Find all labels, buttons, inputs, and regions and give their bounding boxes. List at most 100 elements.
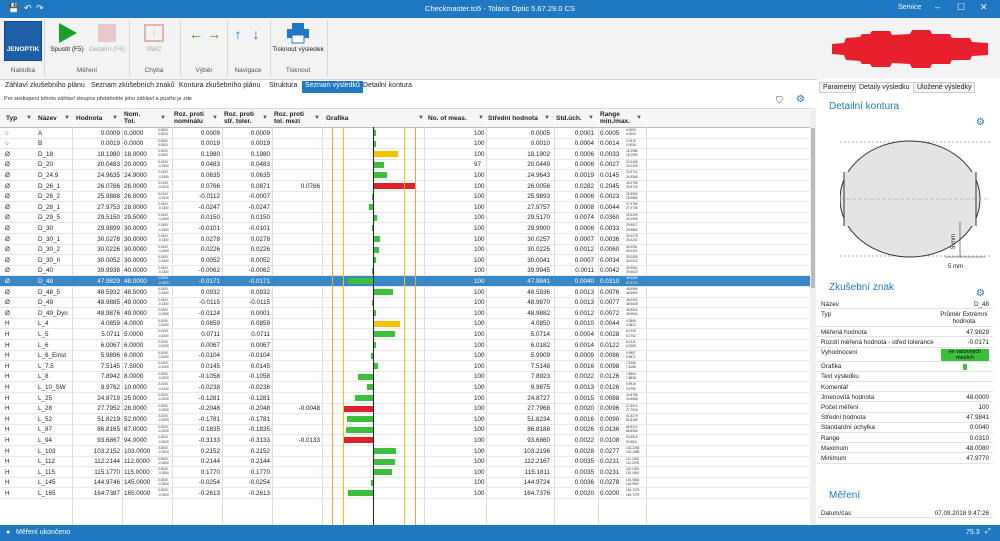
redo-icon[interactable]: ↷	[36, 3, 44, 13]
cell-hodnota: 48.9885	[97, 299, 120, 307]
table-row[interactable]: Ø D_18 18.1980 18.0000 0.2500 0.1500 0.1980 0.1…	[0, 149, 810, 160]
table-row[interactable]: Ø D_30 29.9899 30.0000 0.1500 -0.1500 -0.0101 -…	[0, 223, 810, 234]
col-nom[interactable]: Nom. Tol.	[124, 111, 141, 125]
table-row[interactable]: Ø D_48 47.9829 48.0000 0.0000 -0.0200 -0.0171 -…	[0, 276, 810, 287]
tab-ulozene-vysledky[interactable]: Uložené výsledky	[913, 82, 976, 93]
tab-parametry[interactable]: Parametry	[819, 82, 860, 93]
table-row[interactable]: Ø D_28_1 27.9753 28.0000 0.1500 -0.1500 -0.024…	[0, 202, 810, 213]
contour-gear-icon[interactable]: ⚙	[976, 117, 985, 128]
table-row[interactable]: H L_165 164.7387 165.0000 0.3000 -0.3000 -0.26…	[0, 488, 810, 499]
cell-roz-nominalu: -0.0171	[198, 277, 220, 285]
table-row[interactable]: H L_7.5 7.5145 7.5000 0.1000 -0.1000 0.0145 0.0…	[0, 361, 810, 372]
filter-icon[interactable]: ▼	[588, 115, 594, 121]
table-row[interactable]: Ø D_30_II 30.0052 30.0000 0.1500 -0.1500 0.005…	[0, 255, 810, 266]
table-row[interactable]: H L_52 51.8219 52.0000 0.2000 -0.2000 -0.1781 -…	[0, 414, 810, 425]
table-row[interactable]: H L_6_Einst 5.9896 6.0000 0.1000 -0.1000 -0.01…	[0, 351, 810, 362]
tab-struktura[interactable]: Struktura	[269, 82, 298, 89]
table-row[interactable]: Ø D_24.9 24.9635 24.9000 0.1500 -0.1500 0.0635…	[0, 170, 810, 181]
cell-nazev: L_25	[38, 394, 53, 402]
table-row[interactable]: H L_25 24.8719 25.0000 0.2000 -0.2000 -0.1281 -…	[0, 393, 810, 404]
filter-icon[interactable]: ▼	[636, 115, 642, 121]
tab-detaily-vysledku[interactable]: Detaily výsledku	[855, 82, 914, 93]
filter-icon[interactable]: ▼	[212, 115, 218, 121]
col-std[interactable]: Std.úch.	[556, 115, 582, 122]
filter-icon[interactable]: ▼	[262, 115, 268, 121]
table-row[interactable]: H L_115 115.1770 115.0000 0.3000 -0.3000 0.177…	[0, 467, 810, 478]
col-typ[interactable]: Typ	[6, 115, 18, 122]
filter-icon[interactable]: ▼	[64, 115, 70, 121]
col-nazev[interactable]: Název	[38, 115, 57, 122]
arrow-right-icon[interactable]: →	[207, 26, 221, 42]
start-button[interactable]: Spustit (F5)	[48, 22, 86, 53]
filter-icon[interactable]: ▼	[418, 115, 424, 121]
type-icon: Ø	[5, 277, 10, 285]
tab-detailni-kontura[interactable]: Detailní kontura	[363, 82, 413, 89]
filter-icon[interactable]: ▼	[314, 115, 320, 121]
table-row[interactable]: Ø D_26_2 25.9888 26.0000 0.0100 -0.0210 -0.011…	[0, 192, 810, 203]
cell-roz-stredu: -0.0171	[248, 277, 270, 285]
save-icon[interactable]: 💾	[8, 3, 20, 13]
feature-gear-icon[interactable]: ⚙	[976, 288, 985, 299]
print-button[interactable]: Tisknout výsledek	[272, 22, 324, 53]
cell-roz-stredu: 0.0150	[250, 214, 270, 222]
col-stredni[interactable]: Střední hodnota	[488, 115, 538, 122]
cell-roz-nominalu: 0.0150	[200, 214, 220, 222]
cell-roz-nominalu: 0.0278	[200, 235, 220, 243]
close-icon[interactable]: ✕	[980, 2, 988, 12]
table-row[interactable]: Ø D_49 48.9885 49.0000 0.1500 -0.1500 -0.0115 -…	[0, 298, 810, 309]
tab-seznam-znaku[interactable]: Seznam zkušebních znaků	[91, 82, 175, 89]
filter-icon[interactable]: ▼	[26, 115, 32, 121]
col-roz-mezi[interactable]: Roz. proti tol. mezí	[274, 111, 304, 125]
settings-gear-icon[interactable]: ⚙	[796, 94, 805, 105]
cell-roz-nominalu: -0.0062	[198, 267, 220, 275]
table-row[interactable]: Ø D_49_Dyn 48.9876 49.0000 0.0000 -0.0250 -0.0…	[0, 308, 810, 319]
table-row[interactable]: H L_103 103.2152 103.0000 0.3000 -0.3000 0.215…	[0, 446, 810, 457]
col-roz-nominalu[interactable]: Roz. proti nominálu	[174, 111, 204, 125]
table-row[interactable]: Ø D_26_1 26.0766 26.0000 0.0100 -0.0210 0.0766…	[0, 181, 810, 192]
arrow-down-icon[interactable]: ↓	[252, 26, 260, 42]
table-row[interactable]: Ø D_30_2 30.0226 30.0000 0.1500 -0.1500 0.0226…	[0, 245, 810, 256]
detail-button[interactable]: Detailní (F6)	[88, 22, 126, 53]
col-range[interactable]: Range min./max.	[600, 111, 630, 125]
table-row[interactable]: H L_87 86.8165 87.0000 0.2000 -0.2000 -0.1835 -…	[0, 425, 810, 436]
service-label[interactable]: Service	[898, 4, 922, 11]
filter-icon[interactable]: ▼	[160, 115, 166, 121]
table-row[interactable]: ○ A 0.0009 0.0000 0.0500 0.0000 0.0009 0.0009 10…	[0, 128, 810, 139]
table-row[interactable]: Ø D_29_5 29.5150 29.5000 0.1500 -0.1500 0.0150…	[0, 213, 810, 224]
jenoptik-logo[interactable]: JENOPTIK	[4, 21, 42, 61]
table-row[interactable]: H L_28 27.7952 28.0000 0.2000 -0.2000 -0.2048 -…	[0, 404, 810, 415]
table-row[interactable]: Ø D_48_5 48.5932 48.5000 0.1500 -0.1500 0.0932…	[0, 287, 810, 298]
arrow-left-icon[interactable]: ←	[189, 26, 203, 42]
tab-seznam-vysledku[interactable]: Seznam výsledků	[302, 81, 363, 93]
minimize-icon[interactable]: –	[935, 2, 941, 12]
table-row[interactable]: Ø D_40 39.9938 40.0000 0.1500 -0.1500 -0.0062 -…	[0, 266, 810, 277]
table-row[interactable]: H L_6 6.0067 6.0000 0.1000 -0.1000 0.0067 0.006…	[0, 340, 810, 351]
maximize-icon[interactable]: ☐	[957, 2, 966, 12]
cell-nazev: L_115	[38, 468, 56, 476]
filter-icon[interactable]: ▼	[544, 115, 550, 121]
table-row[interactable]: Ø D_30_1 30.0278 30.0000 0.1500 -0.1500 0.0278…	[0, 234, 810, 245]
table-row[interactable]: Ø D_20 20.0483 20.0000 0.1500 -0.1500 0.0483 0.…	[0, 160, 810, 171]
filter-icon[interactable]: ▼	[478, 115, 484, 121]
undo-icon[interactable]: ↶	[24, 3, 32, 13]
tab-zahlavi[interactable]: Záhlaví zkušebního plánu	[5, 82, 85, 89]
table-row[interactable]: ○ B 0.0019 0.0000 0.0500 0.0000 0.0019 0.0019 10…	[0, 139, 810, 150]
table-row[interactable]: H L_4 4.0859 4.0000 0.1000 -0.1000 0.0859 0.085…	[0, 319, 810, 330]
arrow-up-icon[interactable]: ↑	[234, 26, 242, 42]
table-row[interactable]: H L_5 5.0711 5.0000 0.1000 -0.1000 0.0711 0.071…	[0, 329, 810, 340]
table-row[interactable]: H L_10_SW 9.9762 10.0000 0.1000 -0.1000 -0.023…	[0, 382, 810, 393]
col-roz-stredu[interactable]: Roz. proti stř. toler.	[224, 111, 254, 125]
col-meas[interactable]: No. of meas.	[428, 115, 467, 122]
col-hodnota[interactable]: Hodnota	[76, 115, 103, 122]
table-row[interactable]: H L_94 93.6867 94.0000 0.3000 -0.3000 -0.3133 -…	[0, 435, 810, 446]
swc-button[interactable]: ! SWC	[134, 22, 174, 53]
table-row[interactable]: H L_145 144.9746 145.0000 0.3000 -0.3000 -0.02…	[0, 478, 810, 489]
tab-kontura[interactable]: Kontura zkušebního plánu	[179, 82, 261, 89]
table-row[interactable]: H L_112 112.2144 112.0000 0.3000 -0.3000 0.214…	[0, 457, 810, 468]
col-grafika[interactable]: Grafika	[326, 115, 349, 122]
filter-icon[interactable]: ▼	[112, 115, 118, 121]
table-scrollbar[interactable]	[810, 108, 816, 525]
filter-clear-icon[interactable]: ⛉	[776, 95, 783, 105]
table-row[interactable]: H L_8 7.8942 8.0000 0.2000 -0.2000 -0.1058 -0.1…	[0, 372, 810, 383]
fullscreen-icon[interactable]: ⤢	[985, 528, 991, 535]
